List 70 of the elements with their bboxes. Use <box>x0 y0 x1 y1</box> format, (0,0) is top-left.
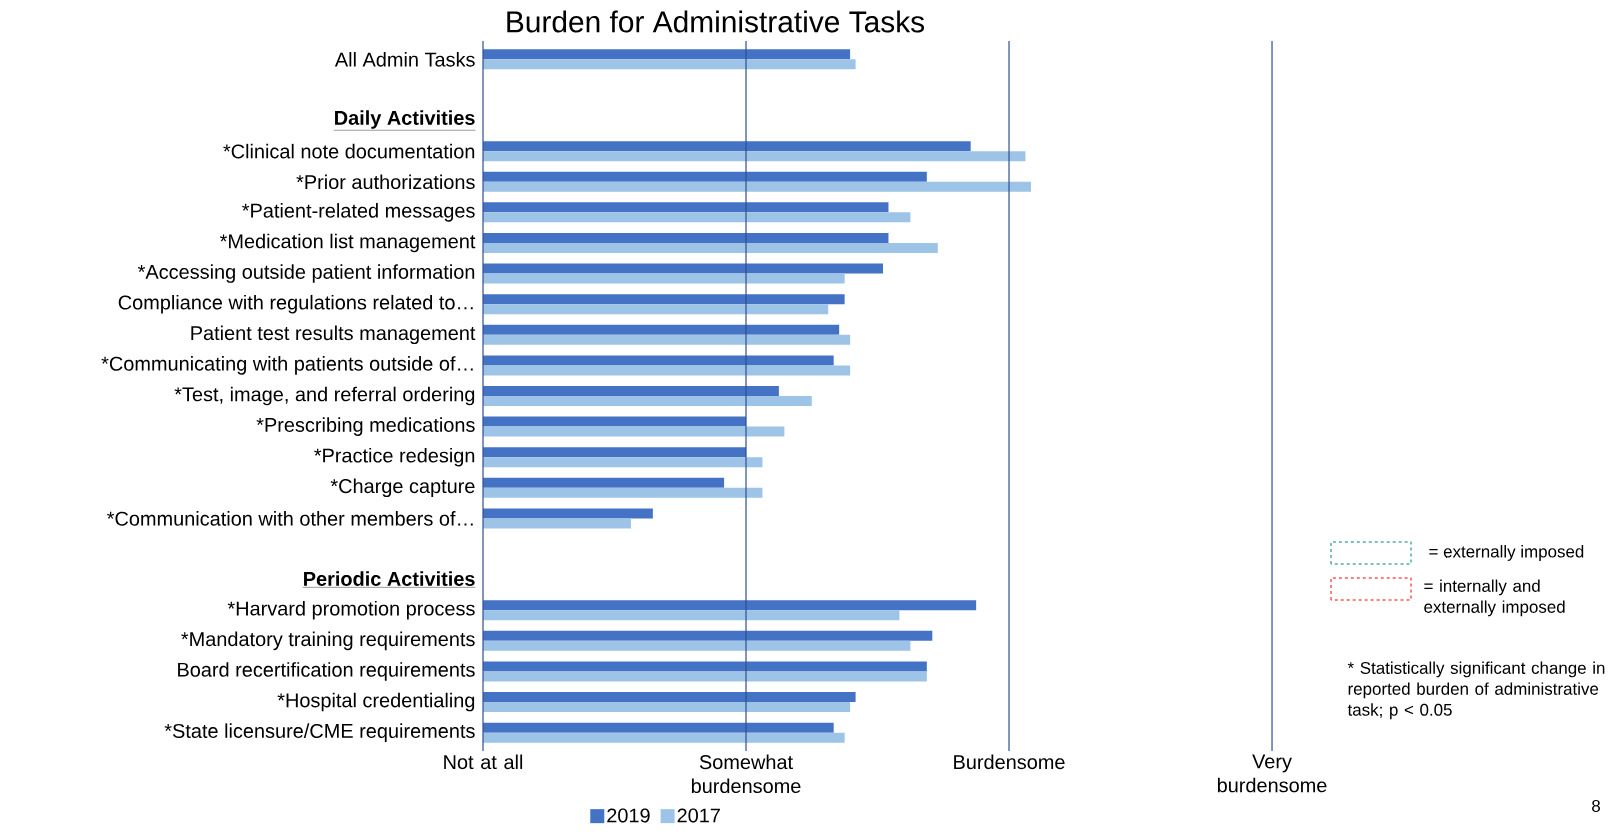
y-tick-label: *Prior authorizations <box>296 174 475 190</box>
bar <box>483 426 785 437</box>
y-tick-label: *Prescribing medications <box>256 417 475 436</box>
y-tick-label: *Mandatory training requirements <box>181 631 475 651</box>
bar <box>483 294 845 305</box>
y-tick-label: *Harvard promotion process <box>227 600 475 620</box>
bar <box>483 487 763 498</box>
ref-line-label: Very burdensome <box>1217 754 1327 793</box>
bar <box>483 141 971 152</box>
bar <box>483 732 845 743</box>
bar <box>483 181 1031 192</box>
bar <box>483 518 631 529</box>
bar <box>483 59 856 70</box>
y-tick-label: *Communicating with patients outside of… <box>101 356 473 375</box>
bar <box>483 202 889 213</box>
y-tick-label: *Hospital credentialing <box>277 692 475 712</box>
text: 8 <box>1592 800 1600 812</box>
bar <box>483 273 845 284</box>
y-tick-label: *Charge capture <box>330 478 475 498</box>
y-tick-label: *Clinical note documentation <box>223 143 475 159</box>
bar <box>483 151 1026 162</box>
y-tick-label: *Practice redesign <box>314 447 475 467</box>
legend-label: 2019 <box>607 808 650 823</box>
bar <box>483 49 851 60</box>
y-tick-label: *Accessing outside patient information <box>137 264 475 283</box>
bar <box>483 610 900 621</box>
bar <box>483 232 889 243</box>
bar <box>483 692 856 703</box>
bar <box>483 640 911 651</box>
legend-label: 2017 <box>677 808 720 823</box>
bar <box>483 702 851 713</box>
bar <box>483 386 779 396</box>
ref-line-label: Somewhat burdensome <box>691 754 801 794</box>
y-tick-label: *Communication with other members of… <box>107 511 473 526</box>
bar <box>483 365 851 376</box>
bar <box>483 457 763 468</box>
y-tick-label: Daily Activities <box>335 110 475 129</box>
bar <box>483 630 933 641</box>
chart-title: Burden for Administrative Tasks <box>507 10 925 33</box>
bar <box>483 324 840 335</box>
y-tick-label: Periodic Activities <box>304 571 475 586</box>
bar <box>483 447 747 458</box>
bar <box>483 661 927 672</box>
bar <box>483 212 911 223</box>
y-tick-label: *State licensure/CME requirements <box>164 723 475 742</box>
text: = internally and externally imposed <box>1424 579 1565 617</box>
ref-line-label: Burdensome <box>954 754 1065 770</box>
bar <box>483 671 927 682</box>
bar <box>483 171 927 182</box>
y-tick-label: *Patient-related messages <box>242 203 475 222</box>
bar <box>483 722 834 733</box>
text: * Statistically significant change in reported burden of administrative task; p < 0.05 <box>1347 661 1605 720</box>
bar <box>483 416 747 427</box>
y-tick-label: Board recertification requirements <box>178 662 475 681</box>
bar <box>483 355 834 366</box>
y-tick-label: *Medication list management <box>219 233 476 253</box>
bar <box>483 600 977 611</box>
y-tick-label: *Test, image, and referral ordering <box>174 386 475 406</box>
bar <box>483 334 851 345</box>
bar <box>483 242 938 253</box>
y-tick-label: Patient test results management <box>191 325 476 345</box>
ref-line-label: Not at all <box>444 754 523 770</box>
text: = externally imposed <box>1429 545 1584 561</box>
bar <box>483 304 829 315</box>
bar <box>483 263 883 274</box>
bar <box>483 396 812 406</box>
y-tick-label: Compliance with regulations related to… <box>118 294 473 314</box>
bar <box>483 477 725 488</box>
bar <box>483 508 653 519</box>
y-tick-label: All Admin Tasks <box>334 52 475 67</box>
